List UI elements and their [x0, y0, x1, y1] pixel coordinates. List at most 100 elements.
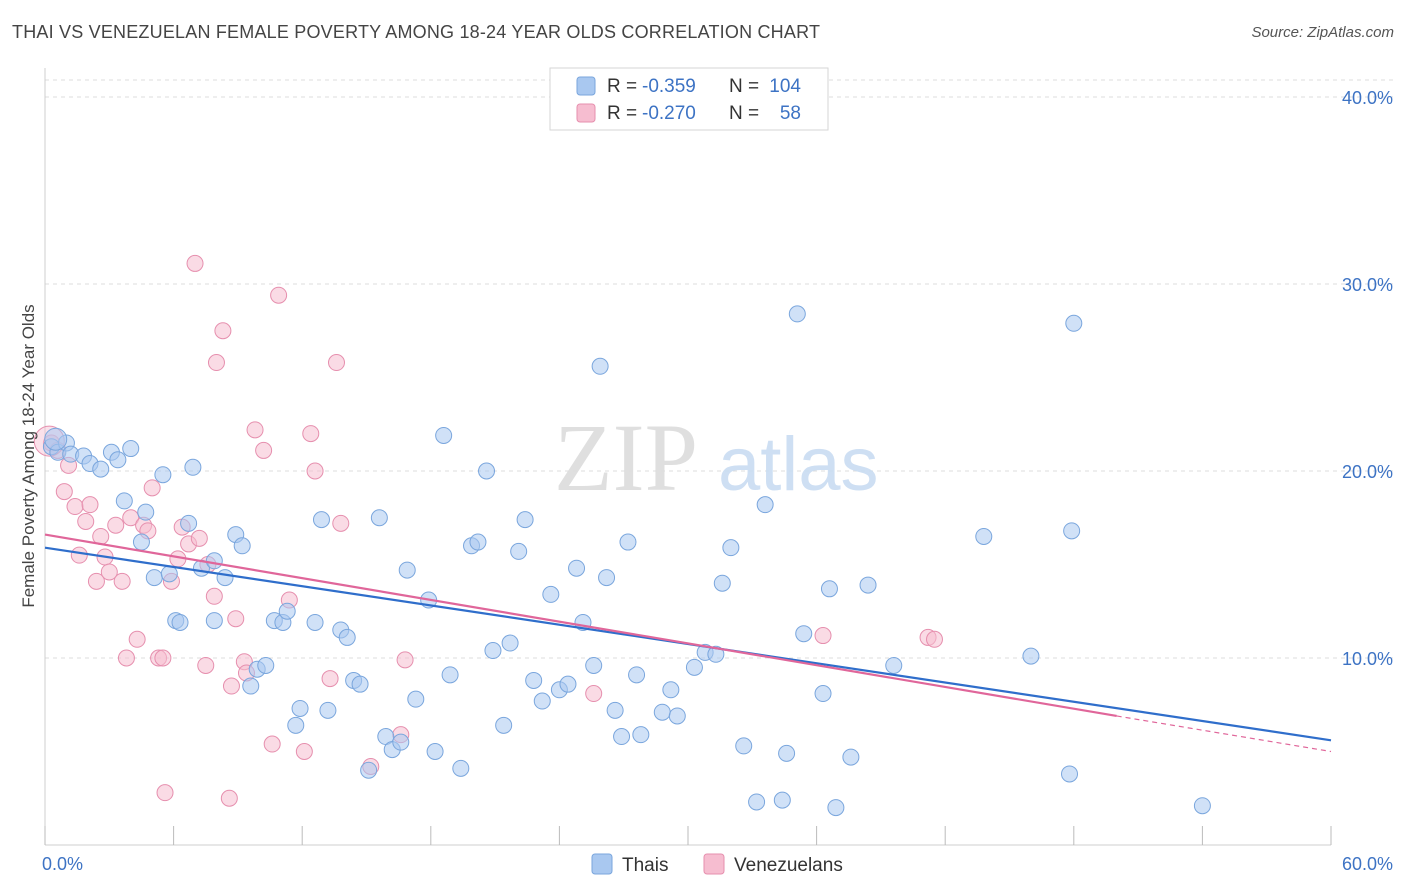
y-tick-label: 10.0%: [1342, 649, 1393, 669]
thai-point: [827, 799, 845, 817]
thai-point: [628, 666, 646, 684]
venezuelan-point: [122, 509, 140, 527]
venezuelan-point: [77, 512, 95, 530]
watermark: ZIP atlas: [554, 404, 879, 511]
venezuelan-point: [306, 462, 324, 480]
legend-bottom-ven-swatch: [703, 853, 725, 875]
venezuelan-point: [107, 516, 125, 534]
legend-ven-n-value: 58: [780, 103, 801, 124]
legend-thais-r-value: -0.359: [642, 76, 696, 97]
thai-point: [510, 542, 528, 560]
legend-bottom-ven-label: Venezuelans: [734, 855, 843, 876]
thai-point: [154, 466, 172, 484]
venezuelan-point: [87, 572, 105, 590]
thai-point: [585, 656, 603, 674]
venezuelan-point: [246, 421, 264, 439]
trend-lines: [44, 533, 1332, 753]
watermark-atlas: atlas: [718, 422, 879, 507]
venezuelan-point: [396, 651, 414, 669]
thai-point: [171, 613, 189, 631]
thai-point: [606, 701, 624, 719]
venezuelan-point: [814, 627, 832, 645]
thai-point: [407, 690, 425, 708]
thai-point: [306, 613, 324, 631]
thai-point: [525, 671, 543, 689]
x-tick-label-min: 0.0%: [42, 854, 83, 874]
venezuelan-point: [263, 735, 281, 753]
thai-point: [662, 681, 680, 699]
thai-point: [469, 533, 487, 551]
y-tick-label: 40.0%: [1342, 88, 1393, 108]
venezuelan-point: [190, 529, 208, 547]
thai-point: [109, 451, 127, 469]
thai-point: [478, 462, 496, 480]
thai-point: [180, 514, 198, 532]
thai-point: [1061, 765, 1079, 783]
thai-point: [216, 569, 234, 587]
thai-point: [685, 658, 703, 676]
thai-point: [398, 561, 416, 579]
chart-title: THAI VS VENEZUELAN FEMALE POVERTY AMONG …: [12, 22, 821, 42]
venezuelan-point: [925, 630, 943, 648]
thai-point: [351, 675, 369, 693]
thai-point: [542, 585, 560, 603]
thai-point: [392, 733, 410, 751]
venezuelan-point: [156, 784, 174, 802]
thai-point: [44, 427, 68, 451]
thai-point: [842, 748, 860, 766]
venezuelan-point: [302, 425, 320, 443]
thai-point: [707, 645, 725, 663]
thai-point: [370, 509, 388, 527]
thai-point: [632, 726, 650, 744]
y-tick-label: 30.0%: [1342, 275, 1393, 295]
venezuelan-point: [255, 441, 273, 459]
legend-ven-swatch: [576, 103, 596, 123]
thai-point: [501, 634, 519, 652]
thai-point: [975, 527, 993, 545]
thai-point: [122, 440, 140, 458]
thai-point: [484, 642, 502, 660]
thai-point: [722, 539, 740, 557]
thai-point: [441, 666, 459, 684]
venezuelan-point: [207, 354, 225, 372]
venezuelans-trend-line: [44, 533, 1117, 718]
legend-top: R = -0.359 N = 104 R = -0.270 N = 58: [549, 67, 829, 131]
venezuelan-point: [128, 630, 146, 648]
legend-ven-r-label: R =: [607, 103, 637, 124]
venezuelan-point: [332, 514, 350, 532]
source-label: Source: ZipAtlas.com: [1251, 24, 1394, 41]
thai-point: [516, 511, 534, 529]
thai-point: [160, 565, 178, 583]
thai-point: [319, 701, 337, 719]
venezuelan-point: [66, 498, 84, 516]
thai-point: [287, 716, 305, 734]
legend-thais-n-label: N =: [729, 76, 759, 97]
y-tick-label: 20.0%: [1342, 462, 1393, 482]
legend-thais-r-label: R =: [607, 76, 637, 97]
axis-layer: 10.0% 20.0% 30.0% 40.0% 0.0% 60.0%: [42, 68, 1393, 874]
thai-point: [713, 574, 731, 592]
thai-point: [115, 492, 133, 510]
thais-points: [42, 305, 1211, 817]
venezuelan-point: [154, 649, 172, 667]
legend-ven-r-value: -0.270: [642, 103, 696, 124]
thai-point: [613, 728, 631, 746]
thai-point: [859, 576, 877, 594]
thai-point: [559, 675, 577, 693]
thai-point: [338, 628, 356, 646]
thai-point: [591, 357, 609, 375]
thai-point: [820, 580, 838, 598]
venezuelan-point: [113, 572, 131, 590]
venezuelans-points: [33, 254, 943, 807]
thai-point: [668, 707, 686, 725]
thai-point: [795, 625, 813, 643]
thai-point: [1022, 647, 1040, 665]
venezuelan-point: [117, 649, 135, 667]
thai-point: [233, 537, 251, 555]
watermark-zip: ZIP: [554, 404, 698, 511]
thai-point: [137, 503, 155, 521]
venezuelan-point: [197, 656, 215, 674]
thai-point: [756, 496, 774, 514]
x-tick-label-max: 60.0%: [1342, 854, 1393, 874]
